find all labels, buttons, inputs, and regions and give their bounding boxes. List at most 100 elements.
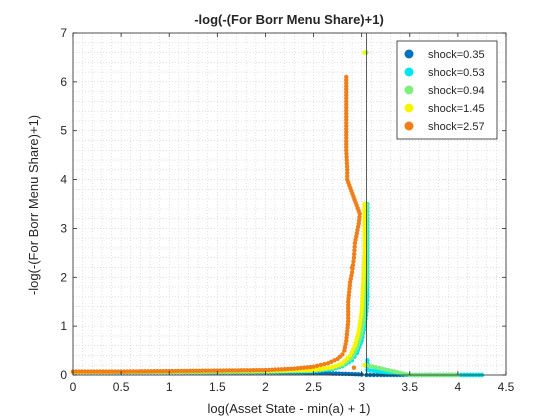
data-point	[327, 371, 332, 376]
data-point	[358, 319, 363, 324]
data-point	[88, 369, 94, 374]
data-point	[352, 240, 358, 246]
data-point	[345, 170, 350, 176]
data-point	[345, 328, 350, 334]
data-point	[362, 208, 367, 213]
data-point	[357, 214, 362, 220]
data-point	[344, 157, 349, 163]
data-point	[347, 279, 353, 285]
data-point	[345, 302, 351, 308]
data-point	[362, 257, 367, 262]
data-point	[345, 325, 350, 330]
data-point	[344, 138, 349, 144]
data-point	[359, 299, 365, 304]
data-point	[360, 286, 365, 291]
data-point	[347, 286, 352, 291]
y-tick-label: 5	[60, 124, 67, 138]
data-point	[349, 350, 354, 355]
data-point	[362, 363, 367, 368]
data-point	[361, 260, 367, 265]
data-point	[346, 289, 352, 295]
data-point	[344, 96, 349, 101]
data-point	[352, 248, 357, 253]
data-point	[354, 231, 360, 236]
legend-marker	[404, 67, 414, 77]
x-tick-label: 1	[166, 380, 173, 394]
data-point	[347, 353, 353, 358]
x-tick-label: 1.5	[209, 380, 226, 394]
data-point	[282, 366, 287, 372]
data-point	[344, 123, 349, 129]
data-point	[362, 226, 367, 232]
data-point	[352, 251, 357, 257]
legend: shock=0.35 shock=0.53 shock=0.94 shock=1.45…	[396, 40, 498, 140]
data-point	[94, 369, 100, 374]
data-point	[344, 145, 349, 150]
data-point	[272, 367, 278, 372]
data-point	[360, 293, 365, 298]
data-point	[361, 263, 367, 269]
data-point	[342, 348, 347, 353]
data-point	[345, 322, 351, 327]
x-tick-label: 3	[358, 380, 365, 394]
data-point	[362, 239, 367, 245]
data-point	[362, 253, 367, 259]
y-tick-label: 3	[60, 221, 67, 235]
data-point	[76, 369, 82, 374]
data-point	[362, 314, 367, 319]
data-point	[361, 270, 366, 275]
data-point	[362, 229, 367, 235]
data-point	[351, 365, 357, 370]
data-point	[357, 322, 362, 327]
data-point	[298, 365, 303, 371]
data-point	[342, 345, 348, 350]
data-point	[344, 161, 350, 166]
data-point	[362, 204, 367, 210]
data-point	[353, 237, 358, 243]
data-point	[345, 299, 351, 304]
series-shock=2.57	[70, 74, 362, 374]
data-point	[356, 328, 361, 334]
data-point	[79, 369, 85, 374]
data-point	[344, 129, 349, 135]
data-point	[359, 309, 364, 314]
x-tick-label: 3.5	[401, 380, 418, 394]
legend-label: shock=0.94	[428, 85, 485, 97]
data-point	[344, 332, 350, 337]
data-point	[100, 369, 106, 374]
y-tick-label: 2	[60, 270, 67, 284]
data-point	[358, 312, 364, 317]
data-point	[344, 132, 349, 138]
data-point	[344, 93, 349, 98]
data-point	[360, 289, 365, 295]
data-point	[285, 366, 291, 372]
legend-label: shock=1.45	[428, 103, 485, 115]
data-point	[73, 369, 79, 374]
data-point	[356, 218, 362, 223]
data-point	[349, 265, 355, 270]
data-point	[358, 315, 363, 321]
data-point	[345, 177, 350, 182]
grid	[72, 32, 507, 376]
data-point	[362, 243, 367, 248]
data-point	[344, 105, 349, 110]
data-point	[362, 223, 367, 228]
data-point	[357, 325, 362, 330]
data-point	[345, 167, 350, 172]
data-point	[343, 341, 348, 347]
legend-label: shock=0.53	[428, 67, 485, 79]
data-point	[344, 108, 349, 113]
data-point	[361, 266, 366, 272]
data-point	[308, 364, 313, 370]
data-point	[263, 367, 268, 373]
data-point	[344, 74, 349, 80]
data-point	[266, 367, 271, 373]
data-point	[344, 83, 349, 89]
data-point	[346, 293, 352, 298]
x-tick-label: 4.5	[498, 380, 515, 394]
data-point	[349, 270, 355, 275]
data-point	[82, 369, 88, 374]
x-tick-label: 0	[70, 380, 77, 394]
data-point	[295, 366, 300, 371]
data-point	[279, 367, 284, 372]
